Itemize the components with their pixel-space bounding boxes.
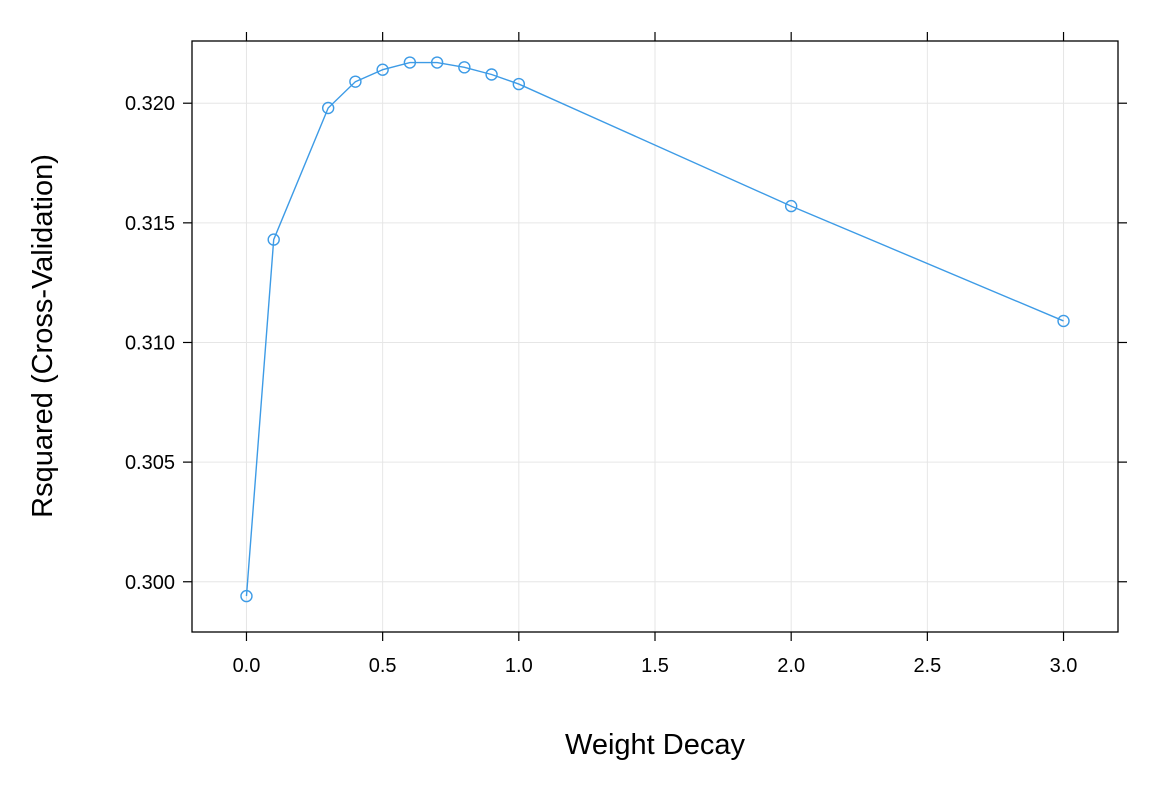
series-layer [240, 56, 1070, 603]
data-point [485, 68, 498, 81]
data-point [403, 56, 417, 69]
ticks: 0.0 0.5 1.0 1.5 2.0 2.5 3.0 0.300 0.305 0.310 0.31… [125, 32, 1127, 677]
grid [192, 41, 1118, 632]
data-point [376, 63, 389, 76]
y-tick-label: 0.320 [125, 93, 175, 115]
x-tick-label: 3.0 [1050, 655, 1078, 677]
x-axis-title: Weight Decay [565, 729, 745, 761]
series-line [245, 61, 1064, 597]
x-tick-label: 2.5 [913, 655, 941, 677]
data-point [321, 101, 335, 115]
y-tick-label: 0.310 [125, 332, 175, 354]
y-tick-label: 0.315 [125, 213, 175, 235]
y-tick-label: 0.305 [125, 452, 175, 474]
x-tick-label: 1.5 [641, 655, 669, 677]
data-point [458, 61, 471, 74]
data-point [267, 233, 280, 246]
data-point [240, 589, 253, 603]
x-tick-label: 1.0 [505, 655, 533, 677]
y-axis-title: Rsquared (Cross-Validation) [27, 154, 59, 518]
data-point [512, 77, 526, 91]
data-point [349, 75, 362, 88]
data-point [784, 199, 798, 213]
x-tick-label: 2.0 [777, 655, 805, 677]
x-tick-label: 0.0 [233, 655, 261, 677]
data-point [1057, 314, 1070, 328]
x-tick-label: 0.5 [369, 655, 397, 677]
data-point [430, 56, 444, 69]
y-tick-label: 0.300 [125, 572, 175, 594]
